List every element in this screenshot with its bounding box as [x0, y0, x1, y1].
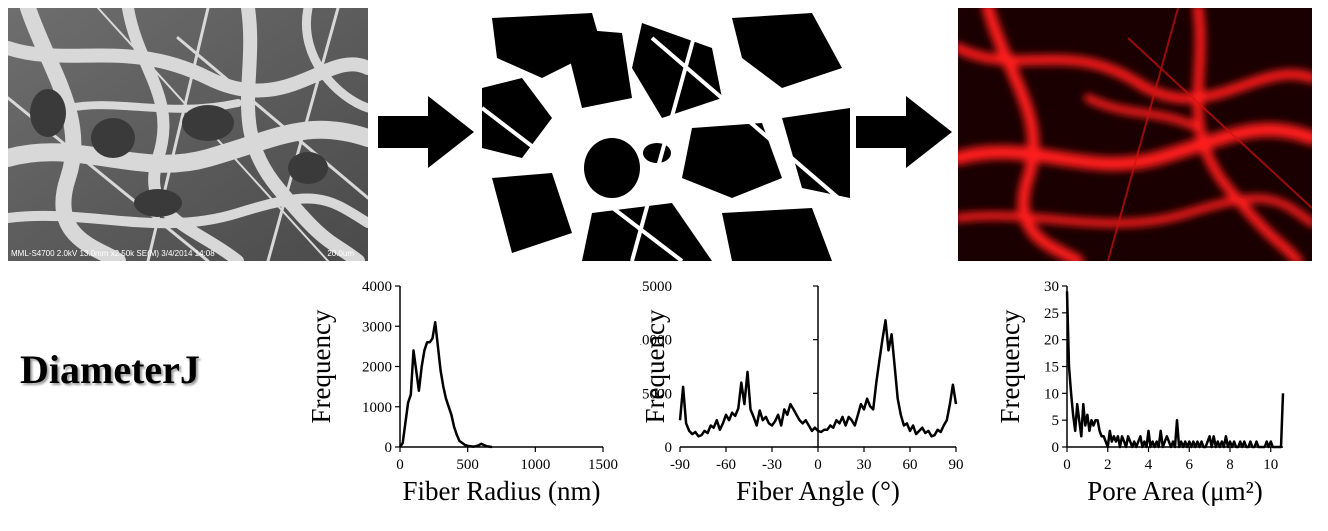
y-tick-label: 4000 [362, 279, 392, 295]
series-line [398, 320, 493, 449]
y-tick-label: 30 [1044, 279, 1059, 295]
sem-scale-label: 20.0um [327, 249, 354, 258]
y-tick-label: 1000 [362, 400, 392, 416]
right-arrow-icon [378, 96, 474, 168]
y-axis-label: Frequency [995, 309, 1025, 423]
x-tick-label: 500 [456, 457, 479, 473]
y-tick-label: 5 [1052, 413, 1060, 429]
y-axis-label: Frequency [306, 309, 336, 423]
y-tick-label: 3000 [362, 319, 392, 335]
y-tick-label: 5000 [642, 386, 672, 402]
sem-micrograph: MML-S4700 2.0kV 13.0mm x2.50k SE(M) 3/4/… [8, 8, 368, 261]
y-tick-label: 0 [1052, 440, 1060, 456]
red-fiber-heatmap [958, 8, 1312, 261]
binary-segmented-image [482, 8, 850, 261]
x-tick-label: -60 [716, 457, 736, 473]
y-tick-label: 0 [385, 440, 393, 456]
x-tick-label: 30 [857, 457, 872, 473]
y-tick-label: 25 [1044, 306, 1059, 322]
x-axis-label: Fiber Angle (°) [736, 476, 900, 506]
x-tick-label: 6 [1186, 457, 1194, 473]
series-line [1065, 291, 1285, 449]
x-tick-label: -30 [762, 457, 782, 473]
segmented-fiber-image [482, 8, 850, 261]
y-tick-label: 20 [1044, 333, 1059, 349]
fiber-radius-plot: 0 500 1000 1500 0 1000 2000 3000 4000 Fiber Radiu… [306, 279, 618, 506]
sem-caption: MML-S4700 2.0kV 13.0mm x2.50k SE(M) 3/4/… [11, 249, 215, 258]
sem-fiber-image [8, 8, 368, 261]
x-tick-label: 10 [1263, 457, 1278, 473]
x-axis-label: Pore Area (μm²) [1087, 476, 1263, 506]
x-tick-label: 1000 [520, 457, 550, 473]
y-tick-label: 10000 [640, 333, 672, 349]
fiber-radius-chart: 0 500 1000 1500 0 1000 2000 3000 4000 Fiber Radiu… [300, 272, 630, 522]
x-tick-label: 0 [396, 457, 404, 473]
y-tick-label: 2000 [362, 360, 392, 376]
y-tick-label: 15 [1044, 360, 1059, 376]
pore-area-chart: 0 2 4 6 8 10 0 5 10 15 20 25 30 Pore Area (μm²) Freque… [995, 272, 1300, 522]
x-tick-label: 0 [814, 457, 822, 473]
x-tick-label: 4 [1145, 457, 1153, 473]
y-axis-label: Frequency [640, 309, 670, 423]
y-tick-label: 10 [1044, 386, 1059, 402]
x-tick-label: 1500 [588, 457, 618, 473]
x-tick-label: 2 [1104, 457, 1112, 473]
x-axis-label: Fiber Radius (nm) [403, 476, 601, 506]
x-tick-label: -90 [670, 457, 690, 473]
x-tick-label: 60 [903, 457, 918, 473]
x-tick-label: 90 [949, 457, 964, 473]
right-arrow-icon [856, 96, 952, 168]
distance-map-image [958, 8, 1312, 261]
x-tick-label: 8 [1226, 457, 1234, 473]
series-line [678, 319, 958, 438]
y-tick-label: 0 [665, 440, 673, 456]
brand-title: DiameterJ [20, 347, 200, 392]
x-tick-label: 0 [1063, 457, 1071, 473]
pore-area-plot: 0 2 4 6 8 10 0 5 10 15 20 25 30 Pore Area (μm²) Freque… [995, 279, 1285, 506]
